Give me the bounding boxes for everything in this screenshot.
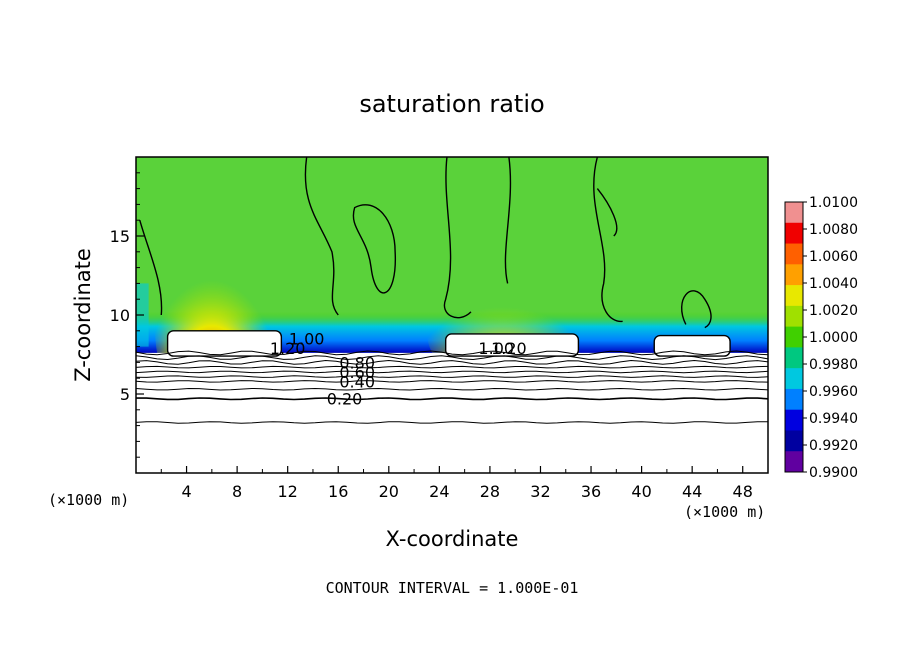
terrain-plateaus [166, 330, 731, 357]
contour-level-0 [136, 421, 768, 424]
colorbar-label: 0.9960 [809, 384, 858, 400]
y-tick-label: 15 [110, 227, 130, 246]
x-tick-label: 24 [429, 482, 449, 501]
plot-area: 0.200.400.600.801.201.00 1.201.00 [136, 157, 768, 473]
x-axis-ticks: 4 8 12 16 20 24 28 32 36 40 44 48 [160, 466, 753, 501]
colorbar-swatch [785, 347, 803, 369]
colorbar-label: 0.9980 [809, 357, 858, 373]
x-tick-label: 8 [232, 482, 242, 501]
contour-interval-note: CONTOUR INTERVAL = 1.000E-01 [326, 579, 579, 597]
x-tick-label: 48 [733, 482, 753, 501]
colorbar-label: 0.9920 [809, 438, 858, 454]
contour-lines: 0.200.400.600.801.201.00 1.201.00 [136, 330, 768, 424]
x-axis-label: X-coordinate [386, 527, 519, 551]
contour-label-1: 0.40 [339, 372, 375, 391]
x-tick-label: 20 [379, 482, 399, 501]
colorbar-swatch [785, 305, 803, 328]
colorbar-label: 0.9900 [809, 465, 858, 481]
contour-level-8 [136, 355, 768, 361]
contour-label-5: 1.00 [289, 330, 325, 349]
contour-level-6 [136, 365, 768, 369]
y-axis-label: Z-coordinate [71, 248, 95, 382]
x-tick-label: 44 [682, 482, 702, 501]
colorbar: 1.0100 1.0080 1.0060 1.0040 1.0020 1.0000 0.99… [784, 195, 858, 481]
field-contour-6 [596, 188, 618, 237]
contour-level-3 [136, 380, 768, 383]
contour-level-1 [136, 397, 768, 401]
field-contour-1 [304, 157, 339, 316]
contour-level-9 [136, 350, 768, 356]
colorbar-swatch [785, 368, 803, 390]
colorbar-swatch [785, 285, 803, 307]
contour-label-7: 1.00 [478, 339, 514, 358]
x-tick-label: 4 [181, 482, 191, 501]
colorbar-label: 0.9940 [809, 411, 858, 427]
plateau-0 [166, 330, 283, 357]
lower-region [136, 352, 768, 473]
plateau-1 [444, 333, 580, 357]
contour-label-2: 0.60 [339, 363, 375, 382]
x-tick-label: 32 [530, 482, 550, 501]
chart-title: saturation ratio [359, 90, 544, 118]
field-contour-7 [680, 290, 712, 329]
colorbar-swatch [785, 243, 803, 265]
colorbar-label: 1.0100 [809, 195, 858, 211]
contour-label-3: 0.80 [339, 353, 375, 372]
contour-label-0: 0.20 [327, 390, 363, 409]
contour-label-4: 1.20 [270, 339, 306, 358]
y-tick-label: 10 [110, 306, 130, 325]
contour-level-4 [136, 375, 768, 378]
colorbar-swatch [785, 326, 803, 348]
field-contour-2 [352, 204, 396, 294]
x-tick-label: 12 [278, 482, 298, 501]
y-axis-ticks: 5 10 15 [110, 172, 144, 458]
field-contour-5 [593, 157, 623, 323]
y-tick-label: 5 [120, 385, 130, 404]
colorbar-swatch [785, 451, 803, 473]
colorbar-label: 1.0060 [809, 249, 858, 265]
colorbar-label: 1.0080 [809, 222, 858, 238]
colorbar-swatch [785, 202, 803, 224]
colorbar-label: 1.0040 [809, 276, 858, 292]
colorbar-swatch [785, 222, 803, 245]
x-tick-label: 36 [581, 482, 601, 501]
colorbar-swatch [785, 388, 803, 411]
x-tick-label: 40 [631, 482, 651, 501]
contour-label-6: 1.20 [491, 339, 527, 358]
field-contour-4 [504, 157, 512, 284]
contour-level-7 [136, 359, 768, 365]
x-tick-label: 28 [480, 482, 500, 501]
colorbar-swatch [785, 409, 803, 431]
colorbar-swatch [785, 264, 803, 286]
contour-level-2 [136, 387, 768, 391]
colorbar-label: 1.0000 [809, 330, 858, 346]
colorbar-swatch [785, 430, 803, 452]
x-unit-label-right: (×1000 m) [684, 503, 765, 521]
contour-level-5 [136, 370, 768, 374]
x-unit-label-left: (×1000 m) [48, 491, 129, 509]
x-tick-label: 16 [328, 482, 348, 501]
field-contour-3 [443, 157, 472, 319]
colorbar-label: 1.0020 [809, 303, 858, 319]
field-contour-0 [139, 220, 163, 316]
